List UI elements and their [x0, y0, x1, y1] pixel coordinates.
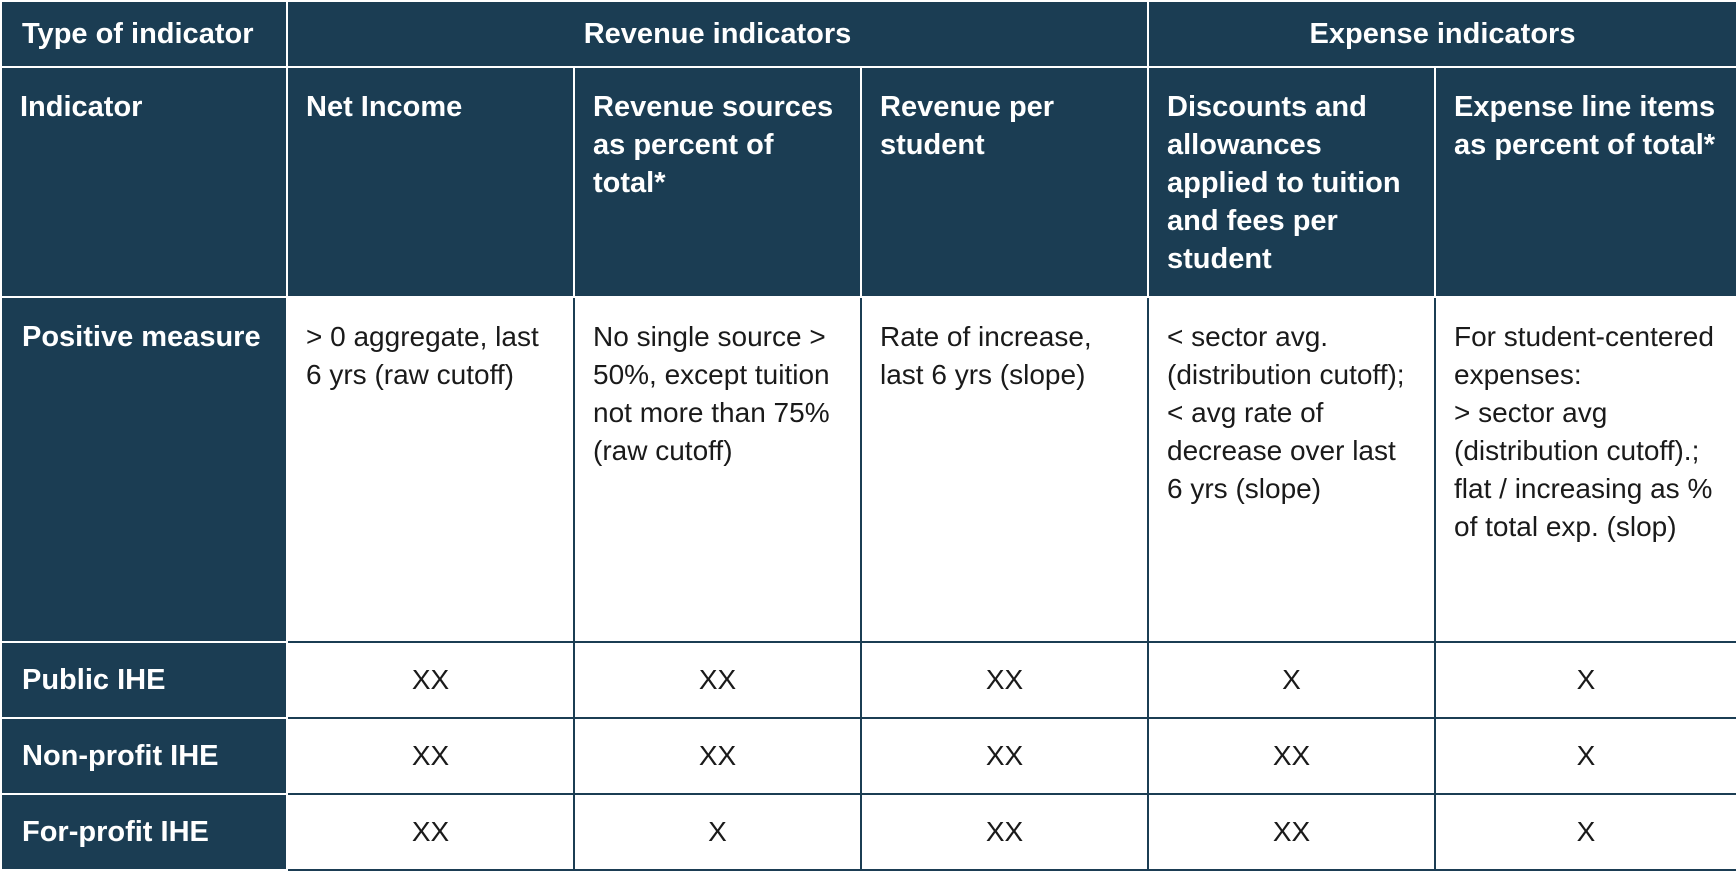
indicator-discounts-allowances: Discounts and allowances applied to tuit…: [1147, 66, 1436, 298]
positive-expense-line-items: For student-centered expenses: > sector …: [1434, 296, 1736, 643]
ihe-value: XX: [1147, 717, 1436, 795]
ihe-row-for-profit: For-profit IHE XX X XX XX X: [0, 793, 1736, 871]
ihe-value: X: [1434, 793, 1736, 871]
positive-net-income: > 0 aggregate, last 6 yrs (raw cutoff): [286, 296, 575, 643]
ihe-label: Public IHE: [0, 641, 288, 719]
ihe-row-non-profit: Non-profit IHE XX XX XX XX X: [0, 717, 1736, 795]
ihe-value: X: [573, 793, 862, 871]
positive-measure-label: Positive measure: [0, 296, 288, 643]
indicator-revenue-per-student: Revenue per student: [860, 66, 1149, 298]
ihe-row-public: Public IHE XX XX XX X X: [0, 641, 1736, 719]
indicator-net-income: Net Income: [286, 66, 575, 298]
ihe-value: XX: [573, 717, 862, 795]
positive-measure-row: Positive measure > 0 aggregate, last 6 y…: [0, 296, 1736, 643]
indicator-label: Indicator: [0, 66, 288, 298]
ihe-value: X: [1147, 641, 1436, 719]
ihe-value: X: [1434, 641, 1736, 719]
ihe-value: XX: [286, 641, 575, 719]
ihe-value: XX: [1147, 793, 1436, 871]
type-of-indicator-header: Type of indicator: [0, 0, 288, 68]
indicator-expense-line-items: Expense line items as percent of total*: [1434, 66, 1736, 298]
ihe-label: For-profit IHE: [0, 793, 288, 871]
indicator-row: Indicator Net Income Revenue sources as …: [0, 66, 1736, 298]
positive-revenue-per-student: Rate of increase, last 6 yrs (slope): [860, 296, 1149, 643]
positive-revenue-sources: No single source > 50%, except tuition n…: [573, 296, 862, 643]
ihe-value: XX: [860, 641, 1149, 719]
ihe-value: XX: [860, 717, 1149, 795]
expense-indicators-header: Expense indicators: [1147, 0, 1736, 68]
positive-discounts-allowances: < sector avg. (distribution cutoff); < a…: [1147, 296, 1436, 643]
type-row: Type of indicator Revenue indicators Exp…: [0, 0, 1736, 68]
revenue-indicators-header: Revenue indicators: [286, 0, 1149, 68]
ihe-value: XX: [286, 793, 575, 871]
ihe-value: XX: [286, 717, 575, 795]
indicator-revenue-sources: Revenue sources as percent of total*: [573, 66, 862, 298]
ihe-value: XX: [573, 641, 862, 719]
ihe-label: Non-profit IHE: [0, 717, 288, 795]
ihe-value: XX: [860, 793, 1149, 871]
ihe-value: X: [1434, 717, 1736, 795]
